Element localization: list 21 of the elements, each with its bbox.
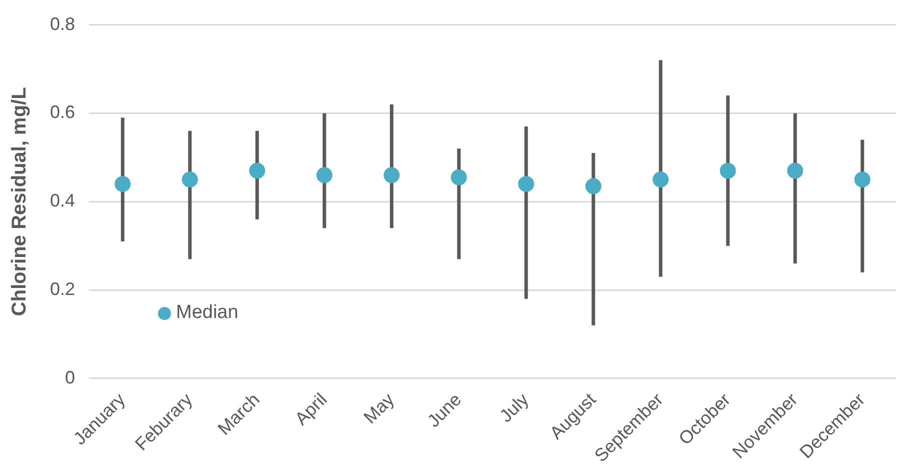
point bbox=[450, 169, 467, 186]
point bbox=[787, 162, 804, 179]
point bbox=[249, 162, 266, 179]
x-tick-label: July bbox=[496, 389, 532, 426]
x-tick-label: May bbox=[360, 389, 398, 428]
point bbox=[585, 178, 602, 194]
y-tick-label: 0.6 bbox=[50, 102, 76, 122]
point bbox=[114, 176, 131, 192]
y-tick-label: 0.4 bbox=[50, 190, 76, 211]
y-tick-label: 0 bbox=[65, 367, 76, 388]
point bbox=[384, 167, 400, 184]
point bbox=[652, 172, 669, 188]
point bbox=[316, 167, 332, 184]
point bbox=[854, 172, 870, 188]
y-tick-label: 0.8 bbox=[50, 14, 76, 34]
point bbox=[518, 176, 534, 192]
point bbox=[182, 172, 198, 188]
y-tick-label: 0.2 bbox=[50, 279, 76, 300]
point bbox=[720, 162, 736, 179]
y-axis-title: Chlorine Residual, mg/L bbox=[8, 87, 31, 316]
legend-label: Median bbox=[176, 302, 238, 324]
